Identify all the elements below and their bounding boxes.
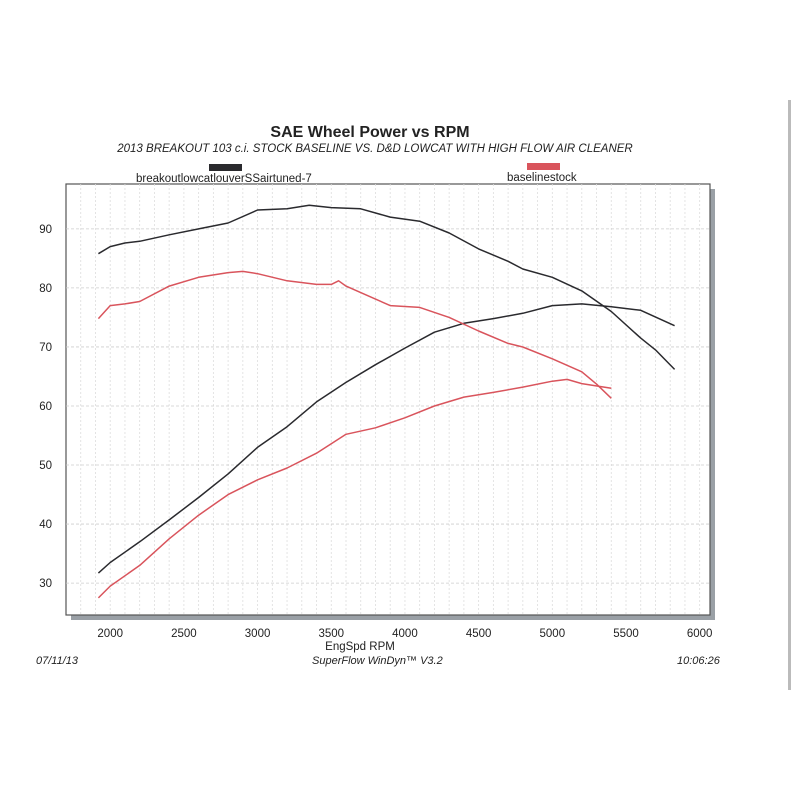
chart-subtitle: 2013 BREAKOUT 103 c.i. STOCK BASELINE VS… xyxy=(117,143,633,155)
page-edge xyxy=(788,100,791,690)
y-tick-label: 60 xyxy=(39,401,52,413)
legend-label-black: breakoutlowcatlouverSSairtuned-7 xyxy=(136,173,312,185)
y-tick-label: 50 xyxy=(39,460,52,472)
x-tick-label: 6000 xyxy=(687,628,713,640)
plot-frame xyxy=(65,183,711,616)
x-tick-label: 3000 xyxy=(245,628,271,640)
x-tick-label: 5000 xyxy=(540,628,566,640)
footer-date: 07/11/13 xyxy=(36,655,79,667)
legend-swatch-red xyxy=(527,163,560,170)
series-line-1 xyxy=(97,303,675,574)
series-line-2 xyxy=(97,270,612,399)
x-tick-label: 4500 xyxy=(466,628,492,640)
chart-title: SAE Wheel Power vs RPM xyxy=(270,124,470,141)
y-tick-label: 80 xyxy=(39,283,52,295)
legend-label-red: baselinestock xyxy=(507,172,577,184)
y-tick-label: 90 xyxy=(39,224,52,236)
legend-swatch-black xyxy=(209,164,242,171)
x-tick-label: 4000 xyxy=(392,628,418,640)
series-line-3 xyxy=(97,378,612,599)
x-tick-label: 2000 xyxy=(97,628,123,640)
y-tick-label: 70 xyxy=(39,342,52,354)
series-line-0 xyxy=(98,204,676,370)
y-tick-label: 30 xyxy=(39,578,52,590)
y-tick-label: 40 xyxy=(39,519,52,531)
x-tick-label: 3500 xyxy=(318,628,344,640)
footer-time: 10:06:26 xyxy=(677,655,720,667)
x-tick-label: 5500 xyxy=(613,628,639,640)
x-axis-label: EngSpd RPM xyxy=(325,641,395,653)
footer-software: SuperFlow WinDyn™ V3.2 xyxy=(312,655,443,667)
x-tick-label: 2500 xyxy=(171,628,197,640)
